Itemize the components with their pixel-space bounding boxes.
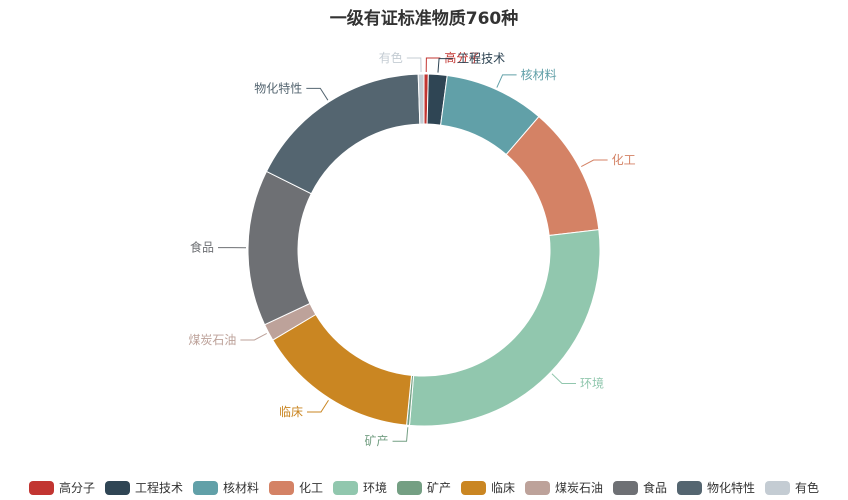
slice-label-9: 物化特性: [254, 80, 302, 95]
legend-label-4: 环境: [363, 480, 387, 495]
legend-swatch-9: [677, 481, 703, 495]
legend-swatch-5: [396, 481, 422, 495]
slice-label-4: 环境: [580, 376, 604, 391]
slice-10[interactable]: [417, 73, 425, 125]
slice-label-0: 高分子: [444, 50, 480, 65]
slice-label-10: 有色: [379, 51, 403, 65]
slice-label-5: 矿产: [365, 434, 389, 448]
legend-label-0: 高分子: [59, 480, 95, 495]
legend-item-2[interactable]: 核材料: [192, 481, 259, 495]
legend: 高分子 工程技术 核材料 化工 环境 矿产 临床 煤炭石油 食品 物化特性 有色: [28, 480, 819, 495]
callout-line-0: [425, 57, 441, 73]
slice-8[interactable]: [247, 170, 312, 326]
legend-item-5[interactable]: 矿产: [396, 481, 451, 495]
chart-title: 一级有证标准物质760种: [329, 9, 519, 29]
callout-line-6: [306, 399, 329, 413]
legend-swatch-0: [28, 481, 54, 495]
callout-line-9: [306, 87, 329, 101]
legend-item-1[interactable]: 工程技术: [104, 480, 183, 495]
legend-item-4[interactable]: 环境: [332, 480, 387, 495]
slice-label-6: 临床: [279, 405, 303, 419]
slice-label-1: 工程技术: [457, 51, 505, 66]
legend-label-10: 有色: [795, 481, 819, 495]
callout-line-4: [551, 373, 576, 385]
legend-swatch-6: [461, 481, 487, 495]
slice-label-3: 化工: [612, 153, 636, 167]
callout-line-7: [240, 332, 267, 341]
legend-swatch-1: [104, 481, 130, 495]
slice-label-2: 核材料: [521, 68, 557, 82]
legend-swatch-2: [192, 481, 218, 495]
legend-swatch-8: [613, 481, 639, 495]
legend-swatch-4: [332, 481, 358, 495]
callout-line-3: [581, 159, 608, 168]
legend-label-5: 矿产: [427, 481, 451, 495]
legend-label-2: 核材料: [223, 481, 259, 495]
callout-line-5: [392, 427, 409, 442]
callout-line-1: [437, 58, 454, 73]
legend-swatch-3: [268, 481, 294, 495]
legend-swatch-7: [525, 481, 551, 495]
legend-item-9[interactable]: 物化特性: [677, 480, 755, 495]
slice-label-7: 煤炭石油: [188, 333, 236, 347]
callout-line-10: [406, 57, 422, 73]
legend-item-3[interactable]: 化工: [268, 481, 323, 495]
legend-item-10[interactable]: 有色: [765, 481, 819, 495]
donut-slices: [247, 73, 601, 427]
legend-label-6: 临床: [491, 481, 515, 495]
legend-item-8[interactable]: 食品: [613, 480, 667, 495]
slice-4[interactable]: [408, 229, 601, 427]
callout-line-2: [496, 74, 517, 88]
legend-label-7: 煤炭石油: [555, 481, 603, 495]
legend-label-9: 物化特性: [707, 480, 755, 495]
legend-swatch-10: [765, 481, 791, 495]
legend-item-7[interactable]: 煤炭石油: [525, 481, 603, 495]
legend-item-0[interactable]: 高分子: [28, 480, 95, 495]
legend-item-6[interactable]: 临床: [461, 481, 515, 495]
legend-label-8: 食品: [643, 480, 667, 495]
slice-label-8: 食品: [190, 240, 214, 255]
legend-label-3: 化工: [299, 481, 323, 495]
legend-label-1: 工程技术: [135, 480, 183, 495]
